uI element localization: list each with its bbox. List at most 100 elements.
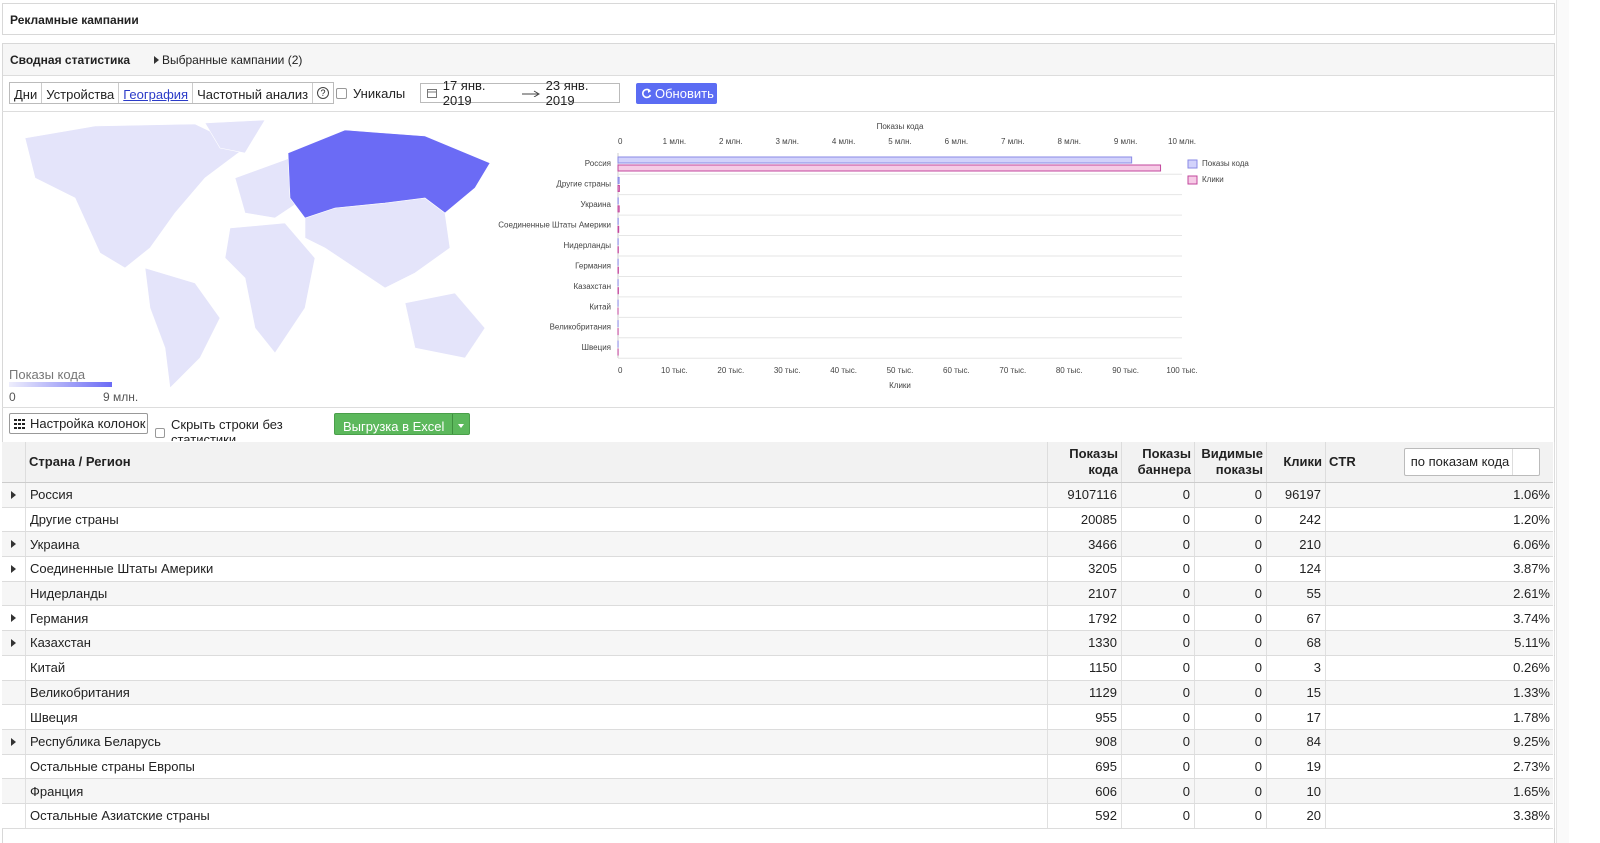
segment[interactable]: Устройства (42, 83, 120, 103)
tab[interactable]: Сводная статистика (10, 53, 131, 67)
x-tick-label: 70 тыс. (999, 366, 1026, 375)
y-tick-label: Германия (575, 261, 611, 270)
region-highlight (287, 129, 490, 219)
chart-area (2, 111, 1555, 408)
table-row[interactable]: Республика Беларусь 908 0 0 84 9.25% (2, 729, 1555, 755)
column-header[interactable]: Клики (1267, 442, 1326, 482)
table-cell: 0 (1122, 606, 1195, 631)
x-tick-label: 100 тыс. (1166, 366, 1197, 375)
table-cell: Китай (26, 655, 1048, 680)
expand-cell[interactable] (2, 729, 26, 754)
table-cell: 592 (1048, 803, 1122, 828)
expand-icon[interactable] (11, 614, 16, 623)
column-header[interactable]: Страна / Регион (26, 442, 1048, 482)
checkbox[interactable] (336, 88, 347, 99)
table-cell: 3.38% (1326, 803, 1555, 828)
table-cell: 1330 (1048, 631, 1122, 655)
x-tick-label: 80 тыс. (1056, 366, 1083, 375)
expand-icon[interactable] (11, 540, 16, 549)
table-cell: 0 (1195, 680, 1267, 705)
column-header[interactable]: Показы баннера (1122, 442, 1195, 482)
table-cell: 0 (1122, 705, 1195, 729)
segment[interactable]: Частотный анализ (193, 83, 314, 103)
x-tick-label: 10 тыс. (661, 366, 688, 375)
table-cell: 9107116 (1048, 483, 1122, 507)
date-range[interactable]: 17 янв. 2019 23 янв. 2019 (420, 78, 620, 108)
table-row[interactable]: Украина 3466 0 0 210 6.06% (2, 532, 1555, 558)
table-cell: 10 (1267, 779, 1326, 803)
y-tick-label: Соединенные Штаты Америки (498, 220, 611, 229)
expand-cell[interactable] (2, 532, 26, 557)
table-cell: 908 (1048, 729, 1122, 754)
x-tick-label: 0 (618, 137, 623, 146)
panel: Сводная статистика Выбранные кампании (2… (2, 43, 1555, 843)
legend-label: Показы кода (1202, 159, 1249, 168)
expand-cell[interactable] (2, 557, 26, 581)
table-cell: 20085 (1048, 507, 1122, 532)
table-cell: Другие страны (26, 507, 1048, 532)
table-row: Остальные Азиатские страны 592 0 0 20 3.38% (2, 803, 1555, 829)
segment[interactable]: Дни (10, 83, 43, 103)
column-header[interactable]: Видимые показы (1195, 442, 1267, 482)
table-cell: Германия (26, 606, 1048, 631)
table-row[interactable]: Соединенные Штаты Америки 3205 0 0 124 3.87% (2, 557, 1555, 582)
table-cell: 242 (1267, 507, 1326, 532)
table-cell: 0 (1122, 680, 1195, 705)
columns-button[interactable]: Настройка колонок (9, 413, 148, 434)
y-tick-label: Нидерланды (564, 241, 612, 250)
expand-cell[interactable] (2, 631, 26, 655)
table-row: Другие страны 20085 0 0 242 1.20% (2, 507, 1555, 533)
table-cell: 0 (1195, 557, 1267, 581)
table-cell: 1.65% (1326, 779, 1555, 803)
table-row[interactable]: Россия 9107116 0 0 96197 1.06% (2, 483, 1555, 508)
region (24, 123, 246, 269)
caret (154, 56, 159, 64)
table-cell: 0 (1122, 631, 1195, 655)
map-legend-max: 9 млн. (103, 390, 139, 404)
segment[interactable]: География (119, 83, 194, 103)
column-header[interactable]: CTR по показам кода (1326, 442, 1555, 482)
table-cell: 67 (1267, 606, 1326, 631)
refresh-button[interactable]: Обновить (636, 83, 717, 104)
expand-icon[interactable] (11, 638, 16, 647)
refresh-label: Обновить (655, 86, 714, 101)
legend-swatch (1187, 175, 1198, 185)
table-cell: 0 (1195, 483, 1267, 507)
expand-cell (2, 655, 26, 680)
sort-select[interactable]: по показам кода (1403, 448, 1540, 476)
hide-empty-label: Скрыть строки без статистики (171, 417, 283, 441)
table-cell: Нидерланды (26, 581, 1048, 606)
column-header[interactable]: Показы кода (1048, 442, 1122, 482)
legend-swatch (1187, 159, 1198, 169)
table-row[interactable]: Казахстан 1330 0 0 68 5.11% (2, 631, 1555, 656)
y-tick-label: Россия (585, 159, 611, 168)
expand-icon[interactable] (11, 737, 16, 746)
caret[interactable] (458, 424, 464, 428)
checkbox[interactable] (155, 428, 165, 438)
expand-icon[interactable] (11, 490, 16, 499)
table-row: Великобритания 1129 0 0 15 1.33% (2, 680, 1555, 706)
expand-cell (2, 779, 26, 803)
map-legend-min: 0 (9, 390, 16, 404)
table-cell: 1.06% (1326, 483, 1555, 507)
expand-cell[interactable] (2, 606, 26, 631)
checkbox-label: Уникалы (353, 86, 406, 101)
x-tick-label: 0 (618, 366, 623, 375)
bar-chart: Показы кода Клики 0 1 млн. 2 млн. 3 млн. 4 млн… (498, 122, 1249, 390)
x-tick-label: 40 тыс. (830, 366, 857, 375)
table-cell: 0 (1122, 557, 1195, 581)
page-title: Рекламные кампании (10, 13, 139, 27)
table-row[interactable]: Германия 1792 0 0 67 3.74% (2, 606, 1555, 632)
x-tick-label: 30 тыс. (774, 366, 801, 375)
help-icon[interactable]: ? (317, 87, 330, 99)
legend-label: Клики (1202, 175, 1224, 184)
tab[interactable]: Выбранные кампании (2) (162, 53, 303, 67)
table-cell: 2.73% (1326, 754, 1555, 779)
expand-cell[interactable] (2, 483, 26, 507)
x-tick-label: 3 млн. (775, 137, 798, 146)
sort-select-label: по показам кода (1410, 454, 1510, 469)
table: Страна / Регион Показы кода Показы баннера… (2, 442, 1555, 829)
table-cell: 96197 (1267, 483, 1326, 507)
export-button[interactable]: Выгрузка в Excel (334, 413, 470, 435)
expand-icon[interactable] (11, 564, 16, 573)
